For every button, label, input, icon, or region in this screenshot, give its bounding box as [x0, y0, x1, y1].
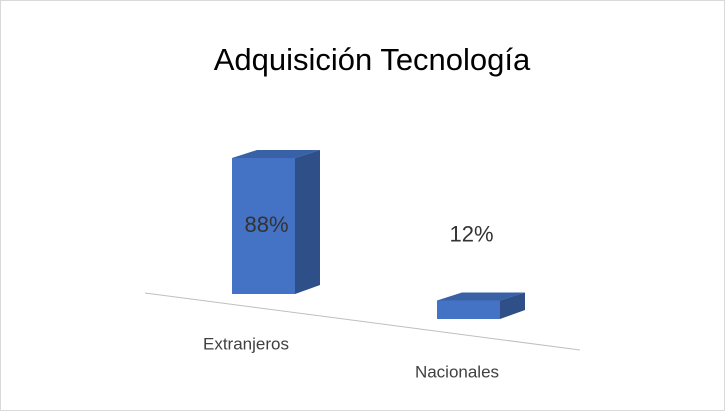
data-label: 88%: [244, 212, 288, 237]
bar-top-shade: [437, 292, 525, 301]
x-tick-label: Nacionales: [415, 362, 499, 381]
bar-side: [295, 150, 320, 294]
chart-title: Adquisición Tecnología: [214, 42, 531, 77]
bar: [232, 158, 295, 294]
bar-top-shade: [232, 150, 320, 158]
bar: [437, 300, 500, 320]
x-tick-label: Extranjeros: [203, 334, 289, 353]
bar-top: [437, 292, 525, 301]
bar-side: [500, 292, 525, 320]
floor-line: [144, 292, 581, 351]
bar-top: [232, 150, 320, 158]
bar-side-shade: [500, 292, 525, 320]
bar-side-shade: [295, 150, 320, 294]
data-label: 12%: [449, 221, 493, 246]
